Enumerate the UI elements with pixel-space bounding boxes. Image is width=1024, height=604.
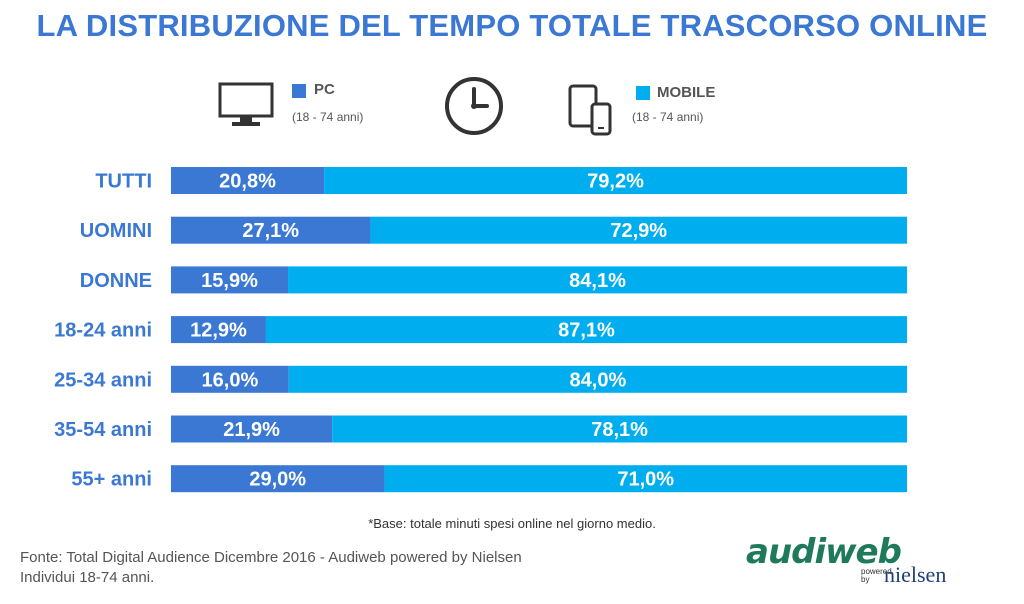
bar-segment-pc (171, 266, 289, 294)
legend-sub-mobile: (18 - 74 anni) (632, 110, 704, 124)
source-text: Fonte: Total Digital Audience Dicembre 2… (20, 548, 522, 588)
bar-segment-mobile (265, 316, 908, 344)
data-label-pc: 21,9% (223, 419, 280, 441)
chart-title: LA DISTRIBUZIONE DEL TEMPO TOTALE TRASCO… (36, 8, 988, 43)
legend-label-mobile: MOBILE (657, 84, 716, 101)
data-label-mobile: 84,0% (570, 369, 627, 391)
data-label-pc: 16,0% (202, 369, 259, 391)
monitor-icon (218, 82, 274, 126)
bar-segment-pc (171, 365, 289, 393)
data-label-mobile: 79,2% (587, 171, 644, 193)
legend-swatch-mobile (636, 86, 650, 100)
data-label-pc: 20,8% (219, 171, 276, 193)
bar-segment-mobile (332, 415, 908, 443)
logo-partner: nielsen (884, 562, 947, 587)
category-label: UOMINI (80, 220, 152, 242)
data-label-mobile: 72,9% (610, 220, 667, 242)
base-note: *Base: totale minuti spesi online nel gi… (368, 516, 656, 531)
logo-powered: powered by (861, 567, 892, 584)
data-label-mobile: 71,0% (617, 469, 674, 491)
source-line-2: Individui 18-74 anni. (20, 569, 155, 586)
bar-segment-mobile (384, 465, 907, 493)
data-label-pc: 12,9% (190, 320, 247, 342)
legend-swatch-pc (292, 84, 306, 98)
bar-segment-pc (171, 465, 385, 493)
clock-icon (445, 77, 503, 135)
category-label: 55+ anni (71, 469, 152, 491)
data-label-pc: 29,0% (249, 469, 306, 491)
bar-segment-mobile (324, 167, 907, 194)
audiweb-logo: audiweb powered by nielsen (746, 532, 946, 587)
data-label-mobile: 87,1% (558, 320, 615, 342)
bar-segment-pc (171, 316, 266, 344)
bar-segment-pc (171, 167, 325, 194)
category-label: DONNE (80, 270, 152, 292)
data-label-pc: 15,9% (201, 270, 258, 292)
bar-segment-mobile (288, 266, 907, 294)
bar-segment-pc (171, 415, 333, 443)
category-label: 35-54 anni (54, 419, 152, 441)
bar-segment-pc (171, 216, 371, 244)
category-label: 25-34 anni (54, 369, 152, 391)
bar-segment-mobile (370, 216, 907, 244)
data-label-pc: 27,1% (242, 220, 299, 242)
legend-label-pc: PC (314, 81, 335, 98)
source-line-1: Fonte: Total Digital Audience Dicembre 2… (20, 549, 522, 566)
category-label: TUTTI (95, 171, 152, 193)
category-label: 18-24 anni (54, 320, 152, 342)
data-label-mobile: 78,1% (591, 419, 648, 441)
devices-icon (568, 84, 612, 136)
logo-name: audiweb (746, 532, 902, 572)
bar-segment-mobile (288, 365, 907, 393)
legend-sub-pc: (18 - 74 anni) (292, 110, 364, 124)
data-label-mobile: 84,1% (569, 270, 626, 292)
